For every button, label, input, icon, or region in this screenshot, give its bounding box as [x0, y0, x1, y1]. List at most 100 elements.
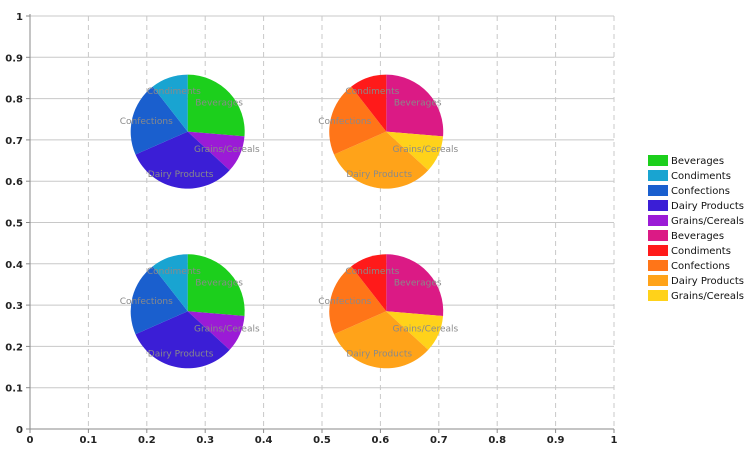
legend-label: Dairy Products	[671, 276, 744, 287]
slice-label: Grains/Cereals	[393, 145, 459, 155]
y-tick-label: 0.2	[5, 342, 23, 353]
legend-swatch	[648, 170, 668, 181]
legend-swatch	[648, 260, 668, 271]
legend-swatch	[648, 215, 668, 226]
y-tick-label: 0	[16, 425, 23, 436]
pie-slice	[386, 74, 444, 137]
slice-label: Grains/Cereals	[393, 324, 459, 334]
grid	[30, 15, 615, 429]
pie-slice	[152, 74, 188, 132]
pie-slice	[187, 311, 245, 350]
slice-label: Confections	[120, 297, 173, 307]
pie-slice	[152, 254, 188, 312]
x-tick-label: 0	[27, 435, 34, 446]
x-tick-label: 1	[611, 435, 618, 446]
y-tick-label: 0.6	[5, 177, 23, 188]
y-tick-label: 0.8	[5, 95, 23, 106]
slice-label: Beverages	[195, 278, 243, 288]
slice-label: Dairy Products	[148, 170, 214, 180]
legend-item: Beverages	[648, 230, 724, 242]
legend-label: Condiments	[671, 246, 731, 257]
legend-label: Grains/Cereals	[671, 216, 744, 227]
slice-label: Dairy Products	[346, 349, 412, 359]
legend-item: Condiments	[648, 245, 731, 257]
x-tick-label: 0.8	[488, 435, 506, 446]
pie-slice	[386, 131, 444, 171]
pie-1: Beverages Grains/Cereals Dairy Products Con…	[120, 74, 260, 189]
pies: Beverages Grains/Cereals Dairy Products Con…	[120, 74, 459, 369]
x-tick-label: 0.6	[372, 435, 390, 446]
pie-slice	[187, 74, 245, 137]
pie-slice	[386, 311, 444, 350]
pie-slice	[329, 266, 387, 335]
y-tick-label: 0.1	[5, 384, 23, 395]
x-tick-label: 0.5	[313, 435, 331, 446]
x-tick-label: 0.7	[430, 435, 448, 446]
slice-label: Condiments	[147, 87, 201, 97]
slice-label: Condiments	[345, 267, 399, 277]
pie-3: Beverages Grains/Cereals Dairy Products Con…	[120, 254, 260, 369]
slice-label: Beverages	[394, 278, 442, 288]
slice-label: Confections	[318, 297, 371, 307]
legend-swatch	[648, 200, 668, 211]
slice-label: Confections	[318, 117, 371, 127]
legend-item: Beverages	[648, 155, 724, 167]
x-tick-label: 0.1	[80, 435, 98, 446]
pie-4: Beverages Grains/Cereals Dairy Products Con…	[318, 254, 459, 369]
legend-label: Beverages	[671, 231, 724, 242]
pie-slice	[334, 131, 429, 189]
x-tick-label: 0.4	[255, 435, 273, 446]
legend-swatch	[648, 185, 668, 196]
slice-label: Beverages	[195, 99, 243, 109]
x-tick-label: 0.3	[196, 435, 214, 446]
legend-item: Dairy Products	[648, 275, 744, 287]
pie-slice	[130, 266, 188, 335]
y-tick-label: 0.3	[5, 301, 23, 312]
legend-label: Confections	[671, 261, 730, 272]
legend-swatch	[648, 245, 668, 256]
pie-slice	[130, 86, 188, 155]
slice-label: Dairy Products	[346, 170, 412, 180]
legend-label: Beverages	[671, 156, 724, 167]
pie-slice	[329, 86, 387, 155]
legend-swatch	[648, 230, 668, 241]
y-tick-label: 0.7	[5, 136, 23, 147]
legend-label: Grains/Cereals	[671, 291, 744, 302]
slice-label: Grains/Cereals	[194, 324, 260, 334]
axes: 0 0.1 0.2 0.3 0.4 0.5 0.6 0.7 0.8 0.9 1 0 0.1 0.2 0.3 0…	[5, 12, 617, 446]
legend-label: Confections	[671, 186, 730, 197]
slice-label: Grains/Cereals	[194, 145, 260, 155]
legend-item: Grains/Cereals	[648, 290, 744, 302]
legend-swatch	[648, 155, 668, 166]
x-tick-label: 0.9	[547, 435, 565, 446]
pie-slice	[135, 131, 230, 189]
pie-slice	[351, 74, 387, 132]
pie-slice	[386, 254, 444, 317]
legend-item: Grains/Cereals	[648, 215, 744, 227]
slice-label: Beverages	[394, 99, 442, 109]
legend-label: Dairy Products	[671, 201, 744, 212]
legend-item: Confections	[648, 185, 730, 197]
legend-item: Condiments	[648, 170, 731, 182]
legend: Beverages Condiments Confections Dairy Prod…	[648, 155, 744, 302]
legend-item: Confections	[648, 260, 730, 272]
pie-slice	[135, 311, 230, 369]
y-tick-label: 1	[16, 12, 23, 23]
slice-label: Condiments	[345, 87, 399, 97]
legend-label: Condiments	[671, 171, 731, 182]
legend-swatch	[648, 290, 668, 301]
pie-2: Beverages Grains/Cereals Dairy Products Con…	[318, 74, 459, 189]
y-tick-label: 0.5	[5, 219, 23, 230]
slice-label: Condiments	[147, 267, 201, 277]
x-tick-label: 0.2	[138, 435, 156, 446]
pie-slice	[187, 254, 245, 317]
pie-slice	[351, 254, 387, 312]
slice-label: Dairy Products	[148, 349, 214, 359]
pie-slice	[187, 131, 245, 171]
y-tick-label: 0.4	[5, 260, 23, 271]
y-tick-label: 0.9	[5, 53, 23, 64]
slice-label: Confections	[120, 117, 173, 127]
legend-item: Dairy Products	[648, 200, 744, 212]
pie-slice	[334, 311, 429, 369]
